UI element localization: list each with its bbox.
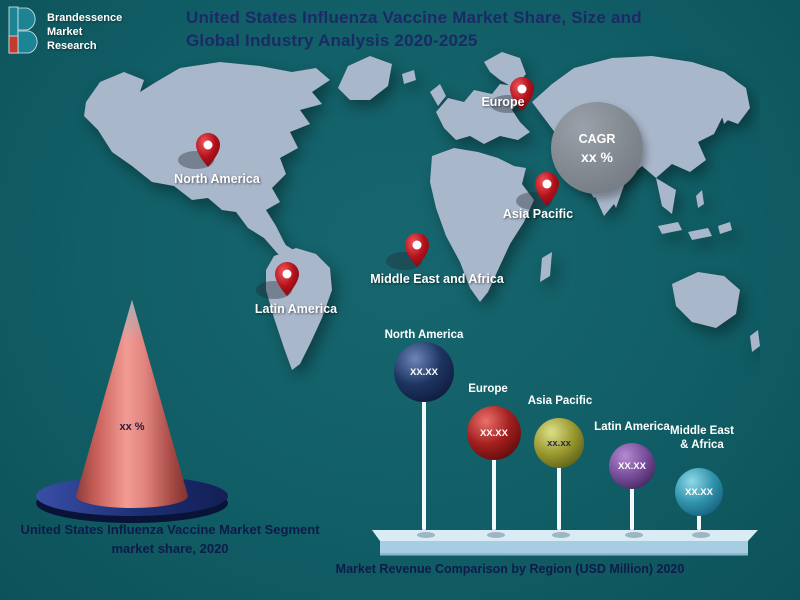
cagr-value: xx % <box>581 148 613 165</box>
stick-shadows <box>417 532 710 538</box>
balloon-labels: North America Europe Asia Pacific Latin … <box>385 329 735 451</box>
balloon-sticks <box>422 400 701 530</box>
balloon-label-latin-america: Latin America <box>594 421 670 433</box>
cone-body <box>76 300 188 508</box>
balloon-label-north-america: North America <box>385 329 464 341</box>
map-label-europe: Europe <box>481 95 525 109</box>
platform-top <box>372 530 758 541</box>
location-pin-icon <box>405 233 429 267</box>
balloon-chart-caption: Market Revenue Comparison by Region (USD… <box>335 562 685 576</box>
sphere-middle-east-africa <box>675 468 723 516</box>
location-pin-icon <box>196 133 220 167</box>
sphere-latin-america <box>609 443 655 489</box>
balloon-value-latin-america: XX.XX <box>618 461 647 472</box>
location-pin-icon <box>510 77 534 111</box>
map-label-middle-east-africa: Middle East and Africa <box>370 272 504 286</box>
balloon-value-north-america: XX.XX <box>410 367 439 378</box>
title-line-1: United States Influenza Vaccine Market S… <box>186 8 642 27</box>
map-label-latin-america: Latin America <box>254 302 338 316</box>
sphere-north-america <box>394 342 454 402</box>
brand-line-1: Brandessence <box>47 12 123 24</box>
cagr-label: CAGR <box>578 131 616 146</box>
balloon-chart: North America Europe Asia Pacific Latin … <box>372 329 758 556</box>
platform-front <box>380 541 748 555</box>
balloon-value-middle-east-africa: XX.XX <box>685 487 714 498</box>
title-line-2: Global Industry Analysis 2020-2025 <box>186 31 478 50</box>
brand-line-2: Market <box>47 26 83 38</box>
balloon-label-europe: Europe <box>468 383 508 395</box>
balloon-label-asia-pacific: Asia Pacific <box>528 395 593 407</box>
sphere-europe <box>467 406 521 460</box>
map-label-asia-pacific: Asia Pacific <box>502 207 574 221</box>
brand-name: Brandessence Market Research <box>47 11 122 53</box>
page-title: United States Influenza Vaccine Market S… <box>186 6 786 52</box>
platform-edge <box>380 553 748 556</box>
cone-caption-line-2: market share, 2020 <box>111 541 229 556</box>
brand-logo-icon <box>8 6 38 54</box>
cone-caption-line-1: United States Influenza Vaccine Market S… <box>20 522 320 537</box>
balloon-value-asia-pacific: xx.xx <box>547 438 571 449</box>
balloon-label-middle-east: Middle East <box>670 425 734 437</box>
balloon-value-europe: XX.XX <box>480 428 509 439</box>
location-pin-icon <box>275 262 299 296</box>
cagr-badge: CAGR xx % <box>551 102 643 194</box>
cone-tip <box>121 300 143 341</box>
balloon-label-africa: & Africa <box>680 439 724 451</box>
location-pin-icon <box>535 172 559 206</box>
brand-line-3: Research <box>47 40 97 52</box>
balloon-values: XX.XX XX.XX xx.xx XX.XX XX.XX <box>410 367 714 498</box>
map-label-north-america: North America <box>174 172 260 186</box>
cone-chart: xx % <box>36 300 228 523</box>
cone-caption: United States Influenza Vaccine Market S… <box>10 520 330 558</box>
sphere-asia-pacific <box>534 418 584 468</box>
cone-value: xx % <box>119 421 144 433</box>
